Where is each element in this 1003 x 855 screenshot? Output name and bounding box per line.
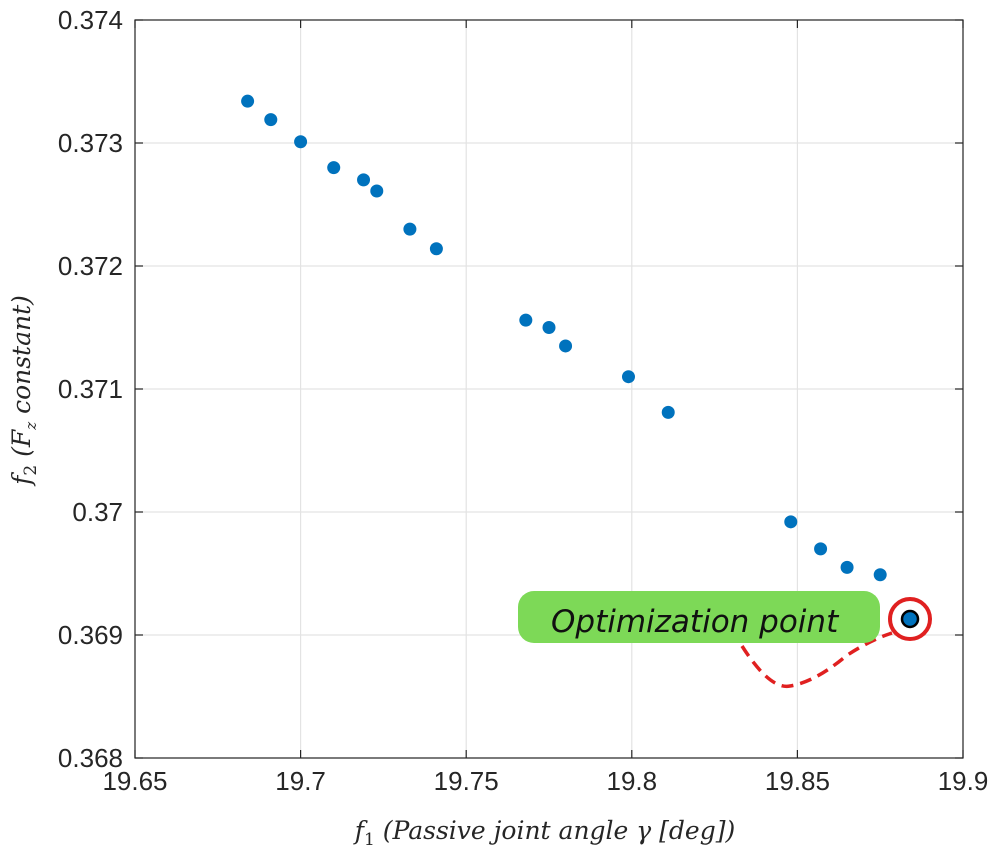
x-tick-label: 19.85 xyxy=(765,766,830,796)
y-axis-label: f2 (Fz constant) xyxy=(7,295,41,487)
data-point xyxy=(784,515,798,529)
y-tick-labels: 0.368 0.369 0.37 0.371 0.372 0.373 0.374 xyxy=(58,5,123,773)
grid xyxy=(134,19,964,759)
data-point xyxy=(661,405,675,419)
x-tick-label: 19.9 xyxy=(938,766,989,796)
data-point xyxy=(403,222,417,236)
annotation-box: Optimization point xyxy=(518,591,880,643)
y-tick-label: 0.374 xyxy=(58,5,123,35)
data-point xyxy=(264,113,278,127)
data-point xyxy=(814,542,828,556)
data-point xyxy=(327,161,341,175)
data-point xyxy=(559,339,573,353)
data-point xyxy=(542,321,556,334)
data-point xyxy=(357,173,371,187)
x-tick-label: 19.7 xyxy=(275,766,326,796)
annotation-leader-line xyxy=(740,631,893,689)
data-points xyxy=(241,94,887,582)
annotation-box-background xyxy=(518,591,880,643)
data-point xyxy=(294,135,308,149)
x-tick-label: 19.8 xyxy=(606,766,657,796)
data-point xyxy=(370,184,384,198)
data-point xyxy=(840,560,854,574)
x-tick-label: 19.65 xyxy=(102,766,167,796)
annotation-label: Optimization point xyxy=(551,604,840,640)
data-point xyxy=(241,94,255,108)
data-point xyxy=(519,313,533,327)
x-tick-label: 19.75 xyxy=(434,766,499,796)
axis-ticks xyxy=(134,19,964,759)
y-tick-label: 0.368 xyxy=(58,743,123,773)
x-axis-label: f1 (Passive joint angle γ [deg]) xyxy=(353,816,736,850)
data-point xyxy=(873,568,887,582)
data-point xyxy=(621,370,635,384)
x-tick-labels: 19.65 19.7 19.75 19.8 19.85 19.9 xyxy=(102,766,988,796)
y-tick-label: 0.373 xyxy=(58,128,123,158)
data-point xyxy=(429,242,443,256)
y-tick-label: 0.37 xyxy=(72,497,123,527)
y-tick-label: 0.371 xyxy=(58,374,123,404)
y-tick-label: 0.369 xyxy=(58,620,123,650)
optimization-point-marker xyxy=(900,609,920,629)
y-tick-label: 0.372 xyxy=(58,251,123,281)
